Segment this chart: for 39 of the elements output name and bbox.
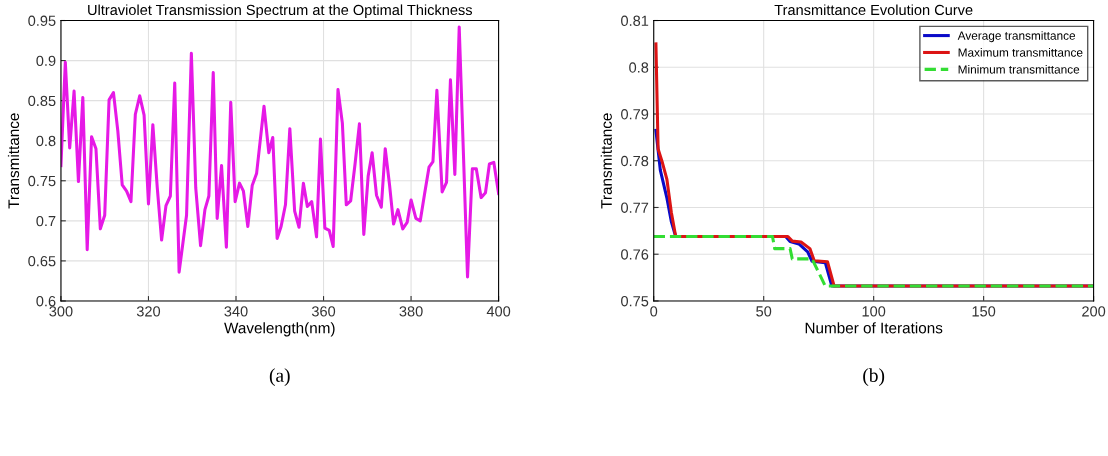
- y-tick-label: 0.81: [621, 15, 649, 26]
- y-tick-label: 0.76: [621, 249, 649, 260]
- legend-label: Maximum transmittance: [958, 48, 1083, 57]
- x-tick-label: 320: [136, 306, 161, 317]
- x-tick-label: 200: [1082, 306, 1106, 317]
- x-tick-label: 50: [756, 306, 772, 317]
- y-tick-label: 0.6: [36, 296, 56, 307]
- y-tick-label: 0.8: [36, 135, 56, 147]
- chart-title: Ultraviolet Transmission Spectrum at the Optimal Thickness: [88, 4, 473, 18]
- line-series: [60, 25, 499, 279]
- y-tick-label: 0.79: [621, 109, 649, 120]
- y-tick-label: 0.9: [36, 55, 56, 67]
- chart-title: Transmittance Evolution Curve: [774, 4, 973, 16]
- x-tick-label: 100: [862, 306, 886, 317]
- y-tick-label: 0.75: [621, 296, 649, 307]
- y-tick-label: 0.78: [621, 155, 649, 167]
- y-axis-title: Transmittance: [600, 113, 612, 209]
- y-tick-label: 0.75: [28, 175, 56, 187]
- text: (a): [269, 368, 290, 386]
- x-axis-title: Number of Iterations: [805, 322, 943, 334]
- x-tick-label: 0: [650, 306, 658, 317]
- x-tick-label: 150: [972, 306, 996, 317]
- y-tick-label: 0.95: [28, 15, 56, 26]
- x-tick-label: 300: [49, 306, 73, 317]
- y-axis-title: Transmittance: [7, 113, 20, 209]
- text: (b): [863, 368, 885, 386]
- y-tick-label: 0.77: [621, 202, 649, 213]
- y-tick-label: 0.8: [629, 62, 649, 73]
- line-series: [653, 234, 1094, 288]
- x-tick-label: 380: [399, 306, 423, 317]
- x-tick-label: 340: [224, 306, 248, 317]
- legend-label: Minimum transmittance: [958, 64, 1080, 74]
- y-tick-label: 0.65: [28, 256, 56, 267]
- x-tick-label: 400: [486, 306, 511, 317]
- y-tick-label: 0.85: [28, 95, 56, 107]
- y-tick-label: 0.7: [36, 215, 56, 227]
- legend-label: Average transmittance: [957, 31, 1076, 43]
- x-axis-title: Wavelength(nm): [224, 322, 335, 337]
- x-tick-label: 360: [311, 306, 336, 317]
